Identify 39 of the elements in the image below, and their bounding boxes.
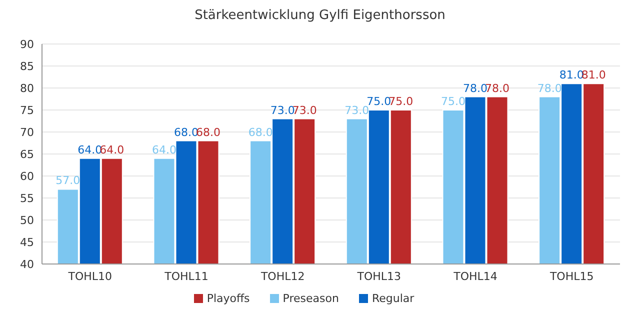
data-label: 73.0 — [270, 104, 295, 117]
x-tick-label: TOHL13 — [356, 270, 402, 283]
y-tick-label: 55 — [20, 192, 34, 205]
y-tick-label: 85 — [20, 60, 34, 73]
data-label: 78.0 — [484, 82, 510, 95]
data-label: 64.0 — [100, 143, 124, 156]
x-tick-label: TOHL11 — [164, 270, 208, 283]
legend-label: Playoffs — [206, 292, 250, 305]
data-label: 73.0 — [292, 104, 317, 117]
y-tick-label: 70 — [20, 126, 34, 139]
data-label: 64.0 — [152, 143, 176, 156]
data-label: 78.0 — [537, 82, 562, 95]
data-label: 78.0 — [462, 82, 488, 95]
y-tick-label: 75 — [20, 104, 34, 117]
x-tick-label: TOHL10 — [67, 270, 112, 283]
data-label: 73.0 — [344, 104, 370, 117]
data-label: 81.0 — [559, 68, 584, 82]
data-label: 75.0 — [388, 95, 414, 108]
data-label: 68.0 — [248, 126, 273, 139]
y-tick-label: 90 — [20, 38, 34, 51]
data-label: 75.0 — [440, 95, 466, 108]
x-tick-label: TOHL12 — [260, 270, 305, 283]
legend-label: Preseason — [282, 292, 339, 305]
y-tick-label: 50 — [20, 214, 34, 227]
y-tick-label: 45 — [20, 236, 34, 249]
data-label: 57.0 — [56, 174, 80, 188]
data-label: 64.0 — [78, 143, 102, 156]
x-tick-label: TOHL14 — [452, 270, 498, 283]
x-tick-label: TOHL15 — [548, 270, 594, 283]
data-label: 81.0 — [581, 68, 606, 82]
legend-label: Regular — [372, 292, 414, 305]
y-tick-label: 60 — [20, 170, 34, 183]
y-tick-label: 40 — [20, 258, 34, 271]
chart-title: Stärkeentwicklung Gylfi Eigenthorsson — [194, 8, 446, 25]
y-tick-label: 80 — [20, 82, 34, 95]
data-label: 68.0 — [174, 126, 198, 139]
data-label: 75.0 — [366, 95, 392, 108]
data-label: 68.0 — [196, 126, 220, 139]
y-tick-label: 65 — [20, 148, 34, 161]
